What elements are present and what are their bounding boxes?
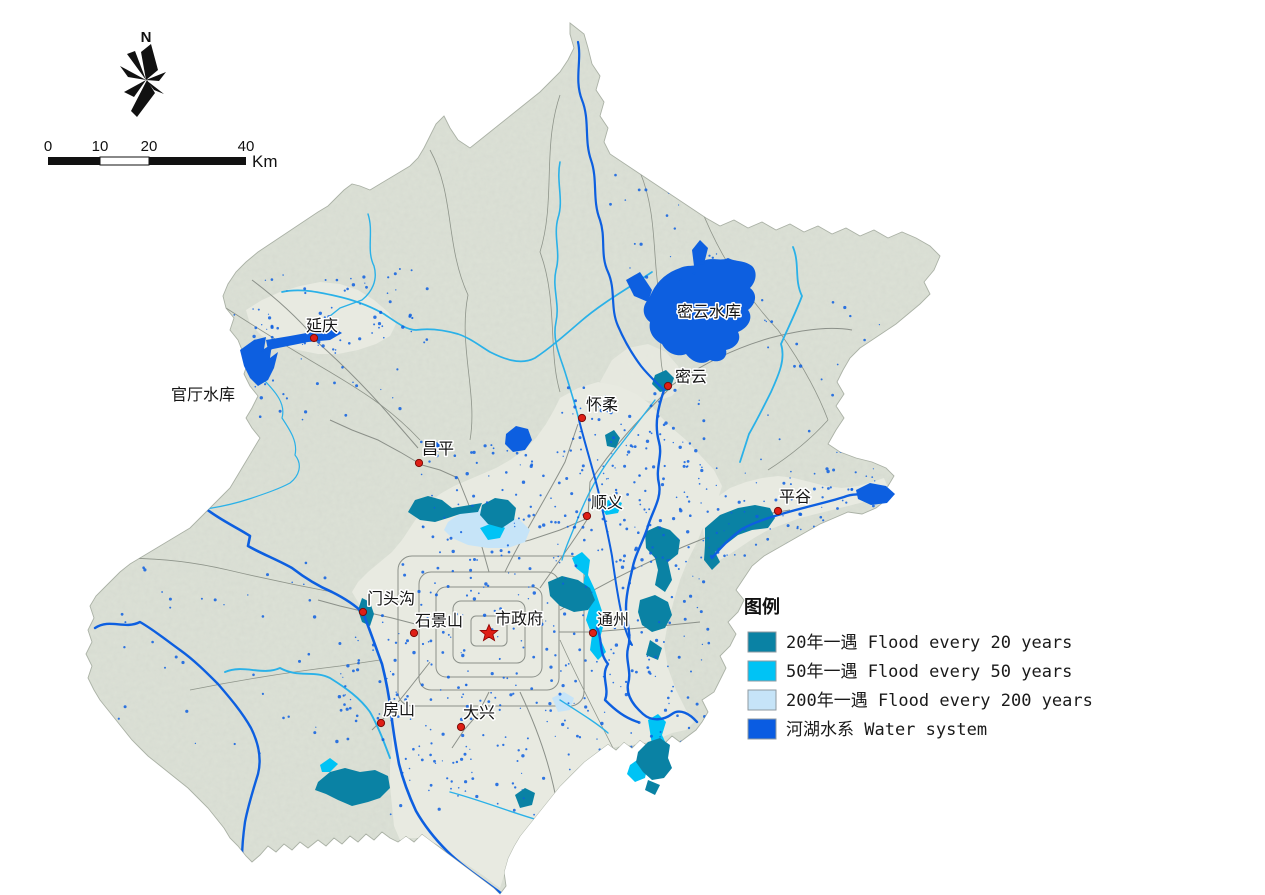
label-shijingshan: 石景山 xyxy=(415,612,463,630)
label-mentougou: 门头沟 xyxy=(367,590,415,608)
label-shunyi: 顺义 xyxy=(591,494,623,512)
scale-tick-10: 10 xyxy=(92,138,109,155)
beijing-region xyxy=(85,22,941,895)
marker-city-government xyxy=(479,623,499,642)
north-arrow: N xyxy=(120,29,166,117)
marker-shunyi xyxy=(582,511,592,521)
marker-huairou xyxy=(577,413,587,423)
place-markers xyxy=(309,333,783,732)
legend-swatch-water-system xyxy=(747,718,777,740)
label-miyun: 密云 xyxy=(675,368,707,386)
flood-zone-20yr xyxy=(315,370,775,808)
place-labels: 延庆 官厅水库 密云水库 密云 怀柔 昌平 顺义 平谷 门头沟 石景山 市政府 … xyxy=(169,302,812,724)
water-bodies xyxy=(240,240,895,505)
marker-miyun xyxy=(663,381,673,391)
legend-swatch-flood-20yr xyxy=(747,631,777,653)
marker-daxing xyxy=(456,722,466,732)
legend-title: 图例 xyxy=(744,596,780,618)
legend-label-flood-200yr: 200年一遇 Flood every 200 years xyxy=(786,691,1093,711)
compass-rose-icon xyxy=(120,44,166,117)
marker-fangshan xyxy=(376,718,386,728)
reservoir-pinggu xyxy=(856,483,895,505)
label-guanting-reservoir: 官厅水库 xyxy=(171,386,235,404)
scale-tick-40: 40 xyxy=(238,138,255,155)
scale-segment-1 xyxy=(48,157,100,165)
label-daxing: 大兴 xyxy=(463,704,495,722)
legend: 图例 20年一遇 Flood every 20 years 50年一遇 Floo… xyxy=(744,596,1093,740)
marker-yanqing xyxy=(309,333,319,343)
label-fangshan: 房山 xyxy=(383,701,415,719)
legend-label-water-system: 河湖水系 Water system xyxy=(786,720,987,740)
scale-tick-20: 20 xyxy=(141,138,158,155)
rivers-light xyxy=(205,161,803,830)
scale-bar: 0 10 20 40 Km xyxy=(44,138,278,171)
legend-swatch-flood-50yr xyxy=(747,660,777,682)
scale-segment-3 xyxy=(149,157,246,165)
marker-changping xyxy=(414,458,424,468)
legend-label-flood-20yr: 20年一遇 Flood every 20 years xyxy=(786,633,1072,653)
label-changping: 昌平 xyxy=(422,441,454,458)
legend-swatch-flood-200yr xyxy=(747,689,777,711)
marker-tongzhou xyxy=(588,628,598,638)
marker-pinggu xyxy=(773,506,783,516)
north-label: N xyxy=(141,29,152,46)
label-yanqing: 延庆 xyxy=(306,317,338,335)
plain-yanqing-basin xyxy=(246,282,396,354)
legend-label-flood-50yr: 50年一遇 Flood every 50 years xyxy=(786,662,1072,682)
label-pinggu: 平谷 xyxy=(779,488,811,506)
label-tongzhou: 通州 xyxy=(597,611,629,629)
scale-segment-2 xyxy=(99,156,150,166)
label-city-government: 市政府 xyxy=(495,610,543,628)
scale-tick-0: 0 xyxy=(44,138,52,155)
marker-shijingshan xyxy=(409,628,419,638)
label-miyun-reservoir: 密云水库 xyxy=(677,303,741,321)
reservoir-huairou xyxy=(505,426,532,452)
label-huairou: 怀柔 xyxy=(586,396,618,414)
reservoir-miyun xyxy=(643,258,756,363)
road-network xyxy=(251,279,853,811)
marker-mentougou xyxy=(358,607,368,617)
scale-unit: Km xyxy=(252,152,278,171)
